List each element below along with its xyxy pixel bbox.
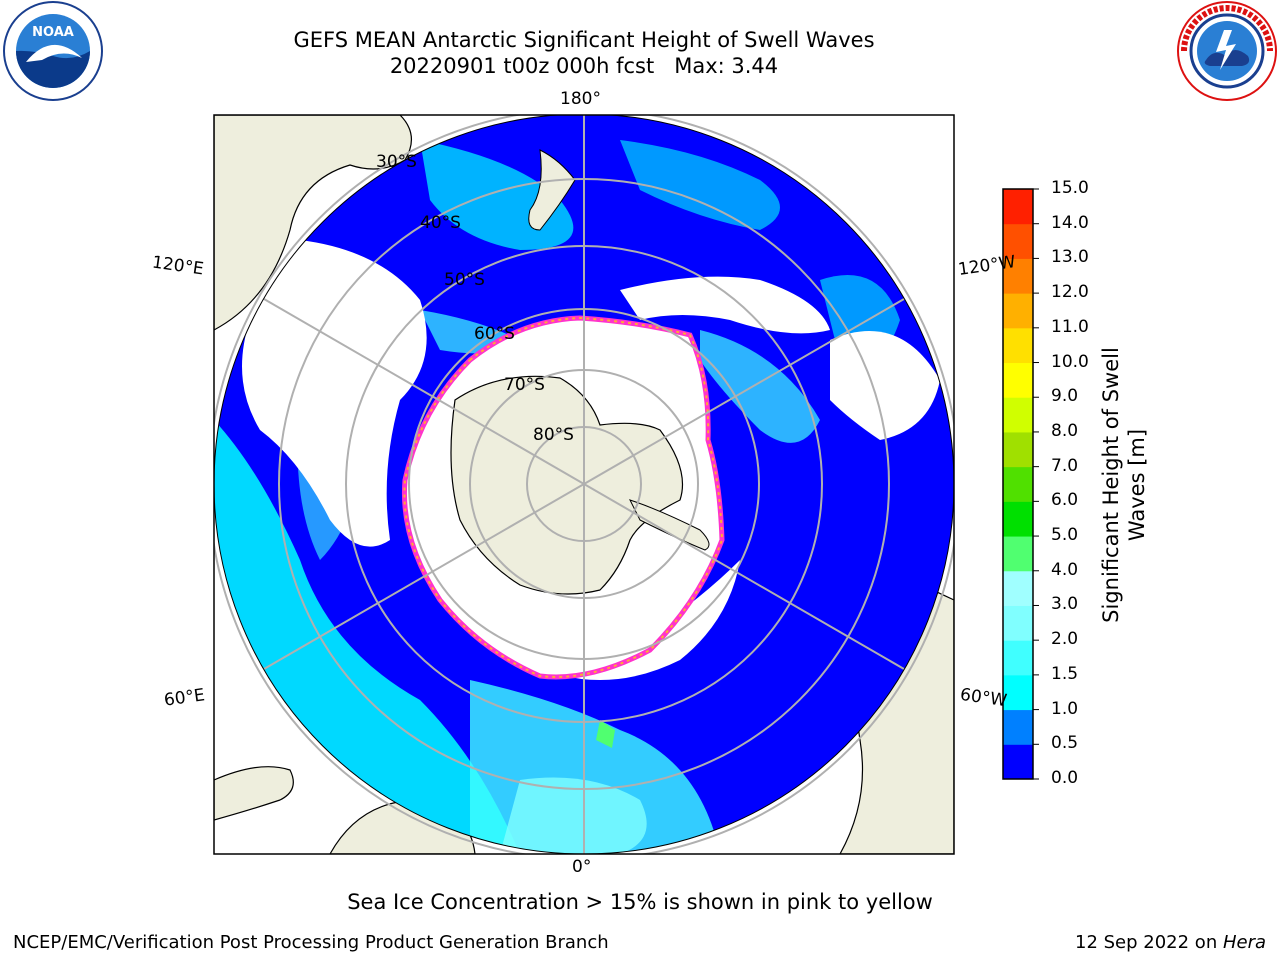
footer-date: 12 Sep 2022 on Hera <box>1075 932 1266 953</box>
colorbar-segment <box>1003 674 1033 711</box>
colorbar-tick-label: 8.0 <box>1051 420 1079 441</box>
colorbar-tick-label: 9.0 <box>1051 386 1079 407</box>
lon-label-180: 180° <box>560 89 601 109</box>
chart-subtitle: 20220901 t00z 000h fcst Max: 3.44 <box>389 54 779 78</box>
chart-title: GEFS MEAN Antarctic Significant Height o… <box>293 28 875 52</box>
colorbar-tick-label: 14.0 <box>1051 212 1089 233</box>
colorbar-segment <box>1003 605 1033 641</box>
colorbar-segment <box>1003 640 1033 676</box>
colorbar-tick-label: 15.0 <box>1051 178 1089 198</box>
antarctica-land <box>450 375 684 595</box>
lat-label-50s: 50°S <box>444 270 485 290</box>
nws-logo <box>1177 1 1277 101</box>
graticule <box>214 115 954 854</box>
colorbar-segment <box>1003 709 1033 745</box>
colorbar-segment <box>1003 536 1033 572</box>
new-zealand-land <box>528 149 576 231</box>
colorbar-tick-label: 10.0 <box>1051 351 1089 372</box>
lat-label-80s: 80°S <box>533 425 574 445</box>
colorbar-tick-label: 1.0 <box>1051 698 1079 719</box>
colorbar-tick-label: 3.0 <box>1051 594 1079 615</box>
africa-land <box>214 766 294 821</box>
colorbar-segment <box>1003 189 1033 225</box>
colorbar-tick-label: 13.0 <box>1051 247 1089 268</box>
colorbar-segment <box>1003 431 1033 468</box>
colorbar-title: Significant Height of Swell Waves [m] <box>1099 347 1149 623</box>
footer-credit: NCEP/EMC/Verification Post Processing Pr… <box>13 932 609 953</box>
colorbar-tick-label: 4.0 <box>1051 559 1079 580</box>
colorbar-tick-label: 5.0 <box>1051 525 1079 546</box>
colorbar-segment <box>1003 570 1033 606</box>
colorbar-tick-label: 12.0 <box>1051 282 1089 303</box>
lon-label-0: 0° <box>572 857 592 877</box>
colorbar-tick-label: 1.5 <box>1051 663 1079 684</box>
colorbar-tick-label: 7.0 <box>1051 455 1079 476</box>
colorbar-tick-label: 6.0 <box>1051 490 1079 511</box>
colorbar-segment <box>1003 397 1033 433</box>
lat-label-70s: 70°S <box>504 375 545 395</box>
colorbar-frame <box>1002 188 1034 780</box>
lat-label-60s: 60°S <box>474 324 515 344</box>
colorbar-tick-label: 0.5 <box>1051 733 1079 754</box>
colorbar-segment <box>1003 501 1033 537</box>
colorbar-segment <box>1003 223 1033 259</box>
colorbar <box>1002 188 1039 780</box>
colorbar-tick-label: 2.0 <box>1051 629 1079 650</box>
lat-label-30s: 30°S <box>376 152 417 172</box>
colorbar-segment <box>1003 327 1033 364</box>
footer-machine: Hera <box>1222 932 1266 953</box>
svg-text:NOAA: NOAA <box>32 25 74 40</box>
colorbar-segment <box>1003 466 1033 502</box>
colorbar-segment <box>1003 744 1033 780</box>
australia-land <box>214 115 412 331</box>
map-frame <box>213 114 955 855</box>
noaa-logo: NOAA <box>3 1 103 101</box>
colorbar-segment <box>1003 293 1033 329</box>
colorbar-segment <box>1003 258 1033 294</box>
colorbar-tick-label: 0.0 <box>1051 768 1079 788</box>
colorbar-tick-label: 11.0 <box>1051 316 1089 337</box>
caption: Sea Ice Concentration > 15% is shown in … <box>347 890 933 914</box>
lat-label-40s: 40°S <box>420 213 461 233</box>
colorbar-segment <box>1003 362 1033 398</box>
footer-date-text: 12 Sep 2022 on <box>1075 932 1223 953</box>
